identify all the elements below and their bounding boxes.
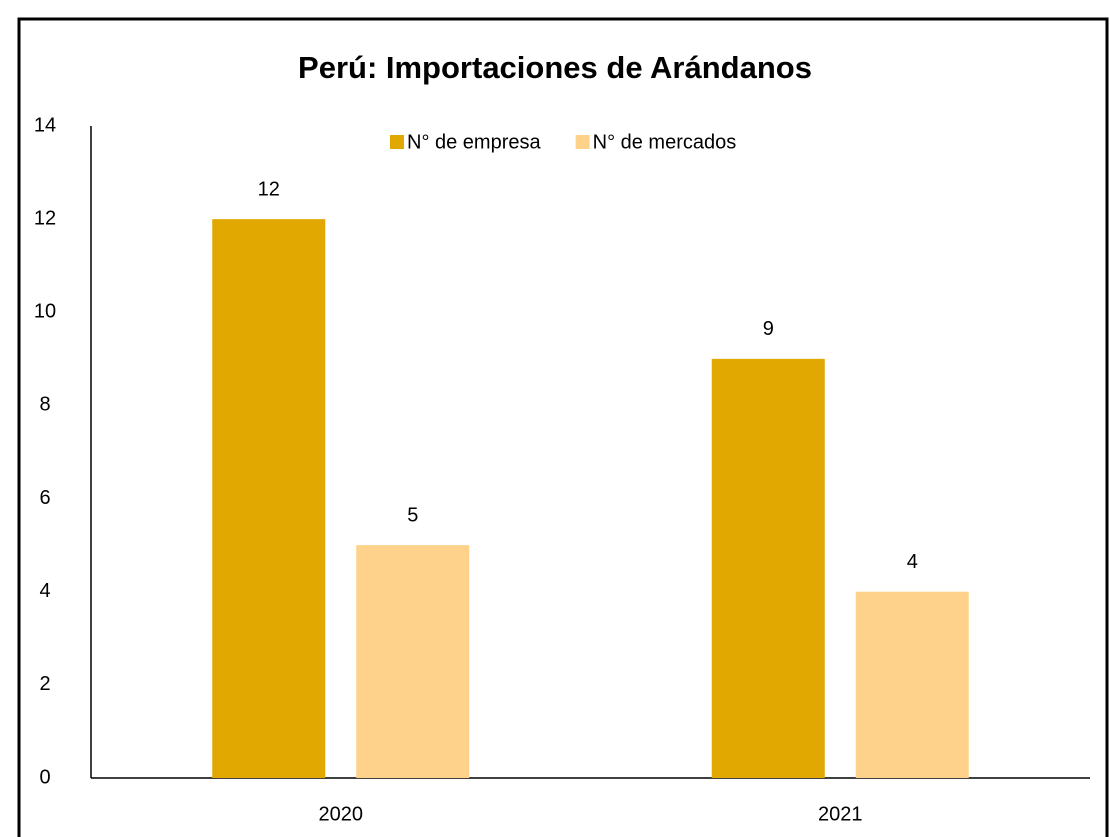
data-label: 5 — [407, 504, 418, 526]
y-tick-label: 8 — [39, 394, 50, 416]
x-tick-label: 2021 — [818, 803, 863, 825]
bar — [711, 358, 825, 778]
y-tick-label: 2 — [39, 673, 50, 695]
bar — [212, 219, 326, 779]
y-tick-label: 6 — [39, 487, 50, 509]
data-label: 9 — [763, 318, 774, 340]
data-label: 12 — [258, 178, 280, 200]
legend-label: N° de mercados — [593, 131, 737, 153]
legend-swatch — [390, 135, 404, 149]
legend-swatch — [575, 135, 590, 149]
y-tick-label: 14 — [34, 114, 56, 136]
legend-label: N° de empresa — [407, 131, 541, 153]
y-tick-label: 0 — [39, 766, 50, 788]
y-tick-label: 12 — [34, 207, 56, 229]
y-tick-label: 4 — [39, 580, 50, 602]
bar — [855, 591, 969, 778]
bar — [356, 545, 470, 778]
chart-title: Perú: Importaciones de Arándanos — [298, 50, 812, 85]
y-tick-label: 10 — [34, 301, 56, 323]
data-label: 4 — [907, 551, 918, 573]
x-tick-label: 2020 — [319, 803, 364, 825]
